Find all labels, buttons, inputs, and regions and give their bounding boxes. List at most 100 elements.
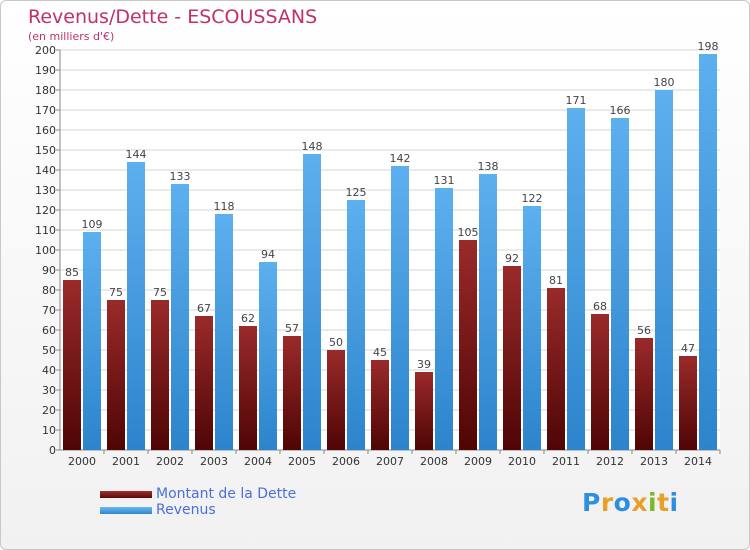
bar-dette: [239, 326, 257, 450]
data-label-dette: 47: [681, 342, 695, 355]
y-tick-label: 0: [49, 444, 56, 457]
legend-item-revenus: Revenus: [100, 502, 296, 518]
data-label-dette: 50: [329, 336, 343, 349]
bar-revenus: [435, 188, 453, 450]
bar-dette: [107, 300, 125, 450]
bar-revenus: [391, 166, 409, 450]
y-tick-label: 70: [42, 304, 56, 317]
x-tick-label: 2003: [200, 455, 228, 468]
bar-revenus: [215, 214, 233, 450]
y-tick-label: 80: [42, 284, 56, 297]
legend-item-dette: Montant de la Dette: [100, 486, 296, 502]
data-label-revenus: 94: [261, 248, 275, 261]
y-tick-label: 110: [35, 224, 56, 237]
y-tick-label: 90: [42, 264, 56, 277]
chart-subtitle: (en milliers d'€): [28, 30, 115, 43]
x-tick-label: 2009: [464, 455, 492, 468]
bar-dette: [195, 316, 213, 450]
bar-revenus: [259, 262, 277, 450]
y-tick-label: 60: [42, 324, 56, 337]
data-label-dette: 62: [241, 312, 255, 325]
legend: Montant de la Dette Revenus: [100, 486, 296, 518]
x-tick-label: 2007: [376, 455, 404, 468]
data-label-revenus: 166: [610, 104, 631, 117]
bar-dette: [415, 372, 433, 450]
x-tick-label: 2011: [552, 455, 580, 468]
legend-label-dette: Montant de la Dette: [156, 486, 297, 502]
data-label-revenus: 109: [82, 218, 103, 231]
x-tick-label: 2008: [420, 455, 448, 468]
data-label-revenus: 122: [522, 192, 543, 205]
x-tick-label: 2002: [156, 455, 184, 468]
bar-revenus: [479, 174, 497, 450]
bar-revenus: [347, 200, 365, 450]
bar-dette: [635, 338, 653, 450]
data-label-revenus: 142: [390, 152, 411, 165]
y-tick-label: 190: [35, 64, 56, 77]
y-tick-label: 160: [35, 124, 56, 137]
x-tick-label: 2014: [684, 455, 712, 468]
legend-swatch-dette: [100, 490, 152, 498]
bar-revenus: [523, 206, 541, 450]
data-label-dette: 81: [549, 274, 563, 287]
chart-title: Revenus/Dette - ESCOUSSANS: [28, 6, 318, 28]
legend-label-revenus: Revenus: [156, 502, 216, 518]
x-tick-label: 2000: [68, 455, 96, 468]
bar-revenus: [127, 162, 145, 450]
data-label-dette: 85: [65, 266, 79, 279]
bar-dette: [547, 288, 565, 450]
x-tick-label: 2006: [332, 455, 360, 468]
x-tick-label: 2001: [112, 455, 140, 468]
y-tick-label: 150: [35, 144, 56, 157]
bar-dette: [503, 266, 521, 450]
data-label-dette: 45: [373, 346, 387, 359]
y-tick-label: 50: [42, 344, 56, 357]
bar-revenus: [699, 54, 717, 450]
y-tick-label: 180: [35, 84, 56, 97]
bar-dette: [63, 280, 81, 450]
y-tick-label: 140: [35, 164, 56, 177]
bar-revenus: [567, 108, 585, 450]
bar-dette: [283, 336, 301, 450]
y-tick-label: 10: [42, 424, 56, 437]
data-label-revenus: 148: [302, 140, 323, 153]
y-tick-label: 30: [42, 384, 56, 397]
y-tick-label: 100: [35, 244, 56, 257]
proxiti-logo: Proxiti: [582, 488, 679, 517]
bar-revenus: [655, 90, 673, 450]
bar-dette: [371, 360, 389, 450]
bar-dette: [591, 314, 609, 450]
bar-revenus: [171, 184, 189, 450]
bar-dette: [679, 356, 697, 450]
y-tick-label: 200: [35, 44, 56, 57]
data-label-revenus: 171: [566, 94, 587, 107]
y-tick-label: 40: [42, 364, 56, 377]
data-label-revenus: 131: [434, 174, 455, 187]
bar-dette: [459, 240, 477, 450]
data-label-revenus: 133: [170, 170, 191, 183]
x-tick-label: 2010: [508, 455, 536, 468]
data-label-revenus: 138: [478, 160, 499, 173]
data-label-dette: 39: [417, 358, 431, 371]
x-tick-label: 2005: [288, 455, 316, 468]
data-label-revenus: 180: [654, 76, 675, 89]
y-tick-label: 170: [35, 104, 56, 117]
bar-revenus: [83, 232, 101, 450]
data-label-dette: 68: [593, 300, 607, 313]
bar-revenus: [611, 118, 629, 450]
data-label-revenus: 144: [126, 148, 147, 161]
y-tick-label: 20: [42, 404, 56, 417]
bar-dette: [151, 300, 169, 450]
data-label-dette: 67: [197, 302, 211, 315]
x-tick-label: 2012: [596, 455, 624, 468]
data-label-dette: 75: [153, 286, 167, 299]
data-label-dette: 92: [505, 252, 519, 265]
data-label-dette: 56: [637, 324, 651, 337]
y-tick-label: 120: [35, 204, 56, 217]
data-label-dette: 105: [458, 226, 479, 239]
data-label-revenus: 125: [346, 186, 367, 199]
y-tick-label: 130: [35, 184, 56, 197]
x-tick-label: 2004: [244, 455, 272, 468]
bar-dette: [327, 350, 345, 450]
